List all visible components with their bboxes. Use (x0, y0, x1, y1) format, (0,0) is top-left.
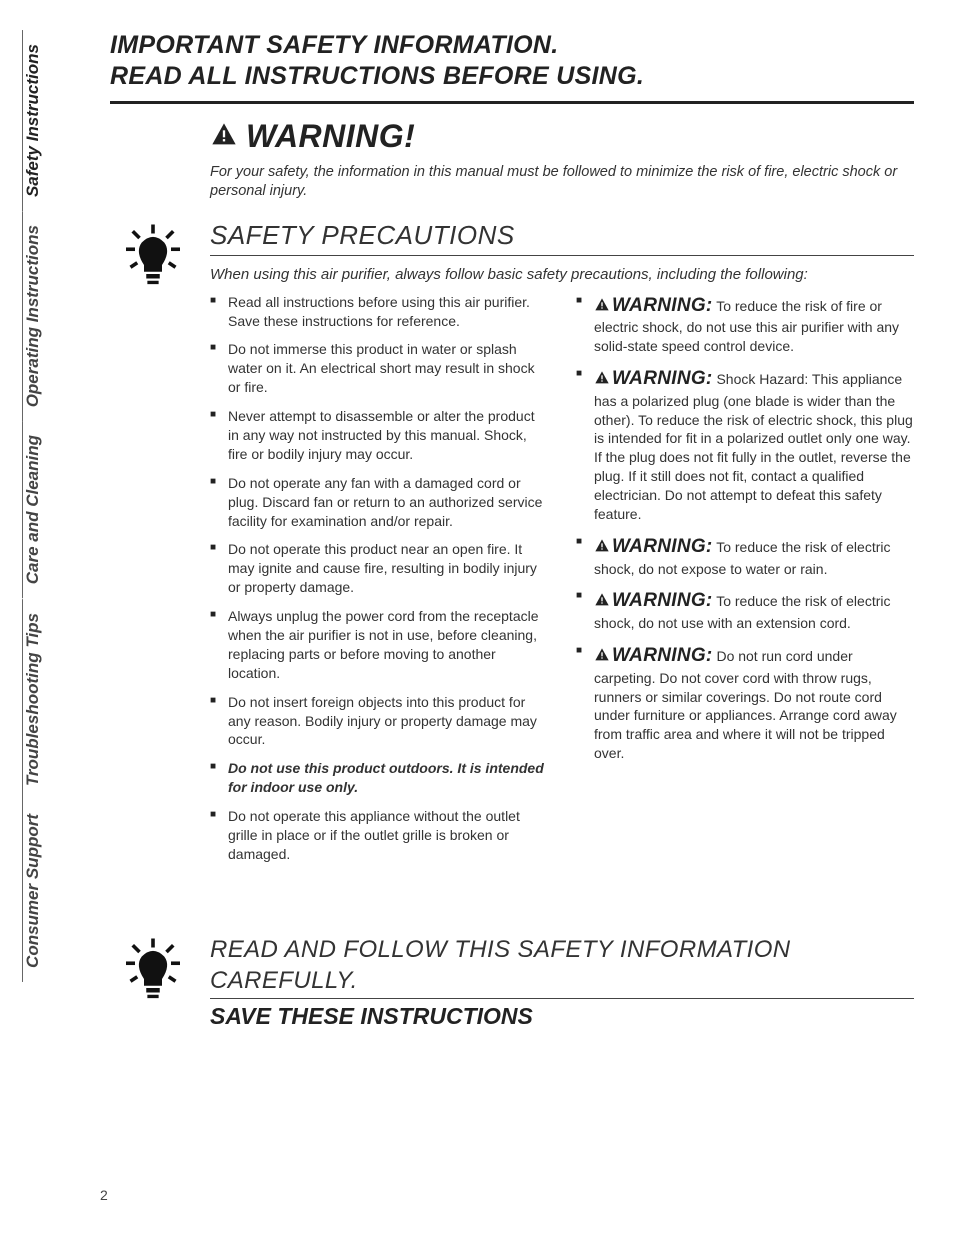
warning-label: WARNING: (612, 368, 713, 389)
warning-label: WARNING: (612, 536, 713, 557)
warning-bullet-item: WARNING: To reduce the risk of electric … (576, 534, 914, 579)
warning-label: WARNING: (612, 645, 713, 666)
warning-bullet-item: WARNING: Do not run cord under carpeting… (576, 643, 914, 763)
precautions-right-col: WARNING: To reduce the risk of fire or e… (576, 293, 914, 874)
page-number: 2 (100, 1187, 108, 1203)
warning-heading-text: WARNING! (246, 118, 415, 155)
side-tab-troubleshooting: Troubleshooting Tips (22, 599, 70, 800)
bullet-item: Do not operate this product near an open… (210, 540, 548, 597)
precautions-rule (210, 255, 914, 256)
warning-label: WARNING: (612, 295, 713, 316)
warning-triangle-icon (594, 648, 610, 665)
precautions-heading: SAFETY PRECAUTIONS (210, 220, 914, 251)
warning-bullet-item: WARNING: Shock Hazard: This appliance ha… (576, 366, 914, 524)
precautions-subtext: When using this air purifier, always fol… (210, 266, 914, 283)
page-content: IMPORTANT SAFETY INFORMATION. READ ALL I… (110, 30, 914, 1030)
footer-line2: SAVE THESE INSTRUCTIONS (210, 1003, 914, 1030)
bullet-item: Do not operate this appliance without th… (210, 807, 548, 864)
warning-bullet-item: WARNING: To reduce the risk of electric … (576, 588, 914, 633)
page-title-line2: READ ALL INSTRUCTIONS BEFORE USING. (110, 61, 914, 92)
side-tab-support: Consumer Support (22, 800, 70, 982)
page-title-line1: IMPORTANT SAFETY INFORMATION. (110, 30, 914, 61)
precautions-section: SAFETY PRECAUTIONS When using this air p… (110, 220, 914, 874)
warning-triangle-icon (594, 371, 610, 388)
bullet-item: Never attempt to disassemble or alter th… (210, 407, 548, 464)
warning-label: WARNING: (612, 590, 713, 611)
side-tab-safety: Safety Instructions (22, 30, 70, 211)
bullet-item: Do not insert foreign objects into this … (210, 693, 548, 750)
warning-triangle-icon (594, 593, 610, 610)
precautions-left-col: Read all instructions before using this … (210, 293, 548, 874)
warning-text: Shock Hazard: This appliance has a polar… (594, 371, 913, 522)
warning-triangle-icon (594, 298, 610, 315)
page-title-block: IMPORTANT SAFETY INFORMATION. READ ALL I… (110, 30, 914, 93)
bullet-item: Do not use this product outdoors. It is … (210, 759, 548, 797)
bullet-item: Read all instructions before using this … (210, 293, 548, 331)
warning-heading: WARNING! (210, 118, 914, 155)
footer-line1: READ AND FOLLOW THIS SAFETY INFORMATION … (210, 934, 914, 996)
footer-rule (210, 998, 914, 999)
side-tab-operating: Operating Instructions (22, 211, 70, 421)
warning-triangle-icon (594, 539, 610, 556)
warning-triangle-icon (210, 121, 238, 156)
title-rule (110, 101, 914, 104)
lightbulb-icon (110, 220, 196, 292)
precautions-columns: Read all instructions before using this … (210, 293, 914, 874)
bullet-item: Do not immerse this product in water or … (210, 340, 548, 397)
intro-text: For your safety, the information in this… (210, 163, 914, 202)
side-tab-strip: Safety Instructions Operating Instructio… (22, 30, 70, 1210)
bullet-item: Always unplug the power cord from the re… (210, 607, 548, 683)
lightbulb-icon (110, 934, 196, 1006)
side-tab-care: Care and Cleaning (22, 421, 70, 598)
warning-bullet-item: WARNING: To reduce the risk of fire or e… (576, 293, 914, 356)
footer-section: READ AND FOLLOW THIS SAFETY INFORMATION … (110, 934, 914, 1030)
bullet-item: Do not operate any fan with a damaged co… (210, 474, 548, 531)
